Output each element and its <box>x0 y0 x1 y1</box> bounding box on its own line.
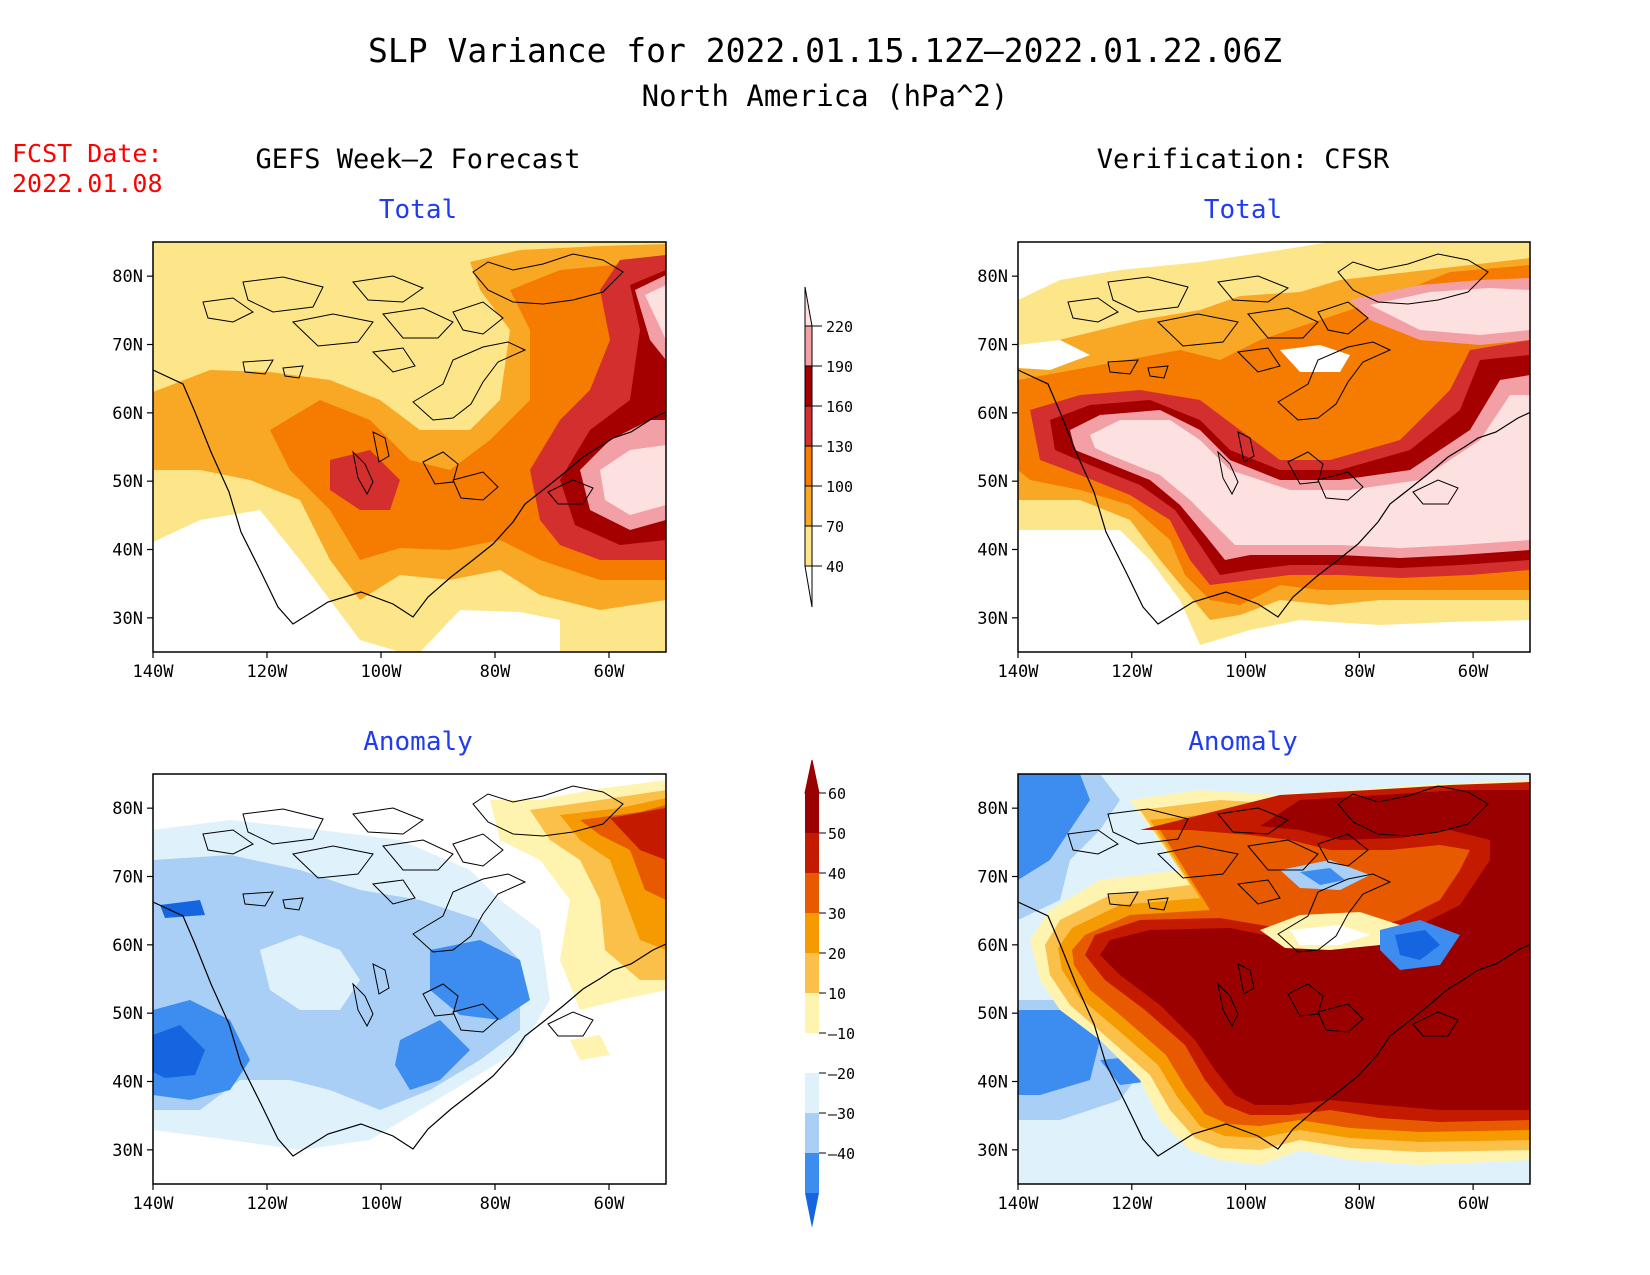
lat-tick-label: 30N <box>112 1141 143 1161</box>
lat-tick-label: 80N <box>977 267 1008 287</box>
total-colorbar-label: 100 <box>826 478 853 496</box>
fcst-label: FCST Date: <box>12 139 163 168</box>
lon-tick-label: 100W <box>361 1194 403 1214</box>
lat-tick-label: 30N <box>977 1141 1008 1161</box>
total-colorbar-label: 70 <box>826 518 844 536</box>
figure-subtitle: North America (hPa^2) <box>642 79 1009 113</box>
map-gefs-anomaly: 80N 70N 60N 50N 40N 30N 140W 120W 100W 80W 60W <box>112 773 667 1214</box>
lon-tick-label: 80W <box>480 662 511 682</box>
lat-tick-label: 70N <box>977 336 1008 356</box>
anomaly-colorbar-label: 40 <box>828 865 846 883</box>
lat-tick-label: 30N <box>112 609 143 629</box>
map-cfsr-total: 80N 70N 60N 50N 40N 30N 140W 120W 100W 80W 60W <box>977 241 1531 682</box>
anomaly-colorbar-label: —10 <box>828 1025 855 1043</box>
lat-tick-label: 70N <box>112 868 143 888</box>
lon-tick-label: 120W <box>247 662 289 682</box>
anomaly-colorbar-label: 60 <box>828 785 846 803</box>
lon-tick-label: 100W <box>1225 1194 1267 1214</box>
lat-tick-label: 60N <box>977 404 1008 424</box>
column-title-left: GEFS Week—2 Forecast <box>255 144 580 175</box>
total-colorbar-label: 160 <box>826 398 853 416</box>
lat-tick-label: 70N <box>112 336 143 356</box>
lat-tick-label: 60N <box>112 404 143 424</box>
panel-title-anomaly-left: Anomaly <box>363 727 473 757</box>
panel-title-total-left: Total <box>379 195 457 225</box>
anomaly-colorbar-label: 30 <box>828 905 846 923</box>
map-gefs-total: 80N 70N 60N 50N 40N 30N 140W 120W 100W 80W 60W <box>112 241 667 682</box>
lon-tick-label: 80W <box>1344 1194 1375 1214</box>
lat-tick-label: 40N <box>977 1073 1008 1093</box>
lon-tick-label: 140W <box>998 662 1040 682</box>
lat-tick-label: 60N <box>112 936 143 956</box>
anomaly-colorbar: 60 50 40 30 20 10 —10 —20 —30 –40 <box>804 759 855 1228</box>
lon-tick-label: 80W <box>480 1194 511 1214</box>
lon-tick-label: 140W <box>133 1194 175 1214</box>
lat-tick-label: 80N <box>112 267 143 287</box>
column-title-right: Verification: CFSR <box>1097 144 1390 175</box>
lat-tick-label: 50N <box>112 472 143 492</box>
lon-tick-label: 80W <box>1344 662 1375 682</box>
total-colorbar-label: 190 <box>826 358 853 376</box>
lon-tick-label: 120W <box>1111 1194 1153 1214</box>
total-colorbar-label: 130 <box>826 438 853 456</box>
lat-tick-label: 60N <box>977 936 1008 956</box>
anomaly-colorbar-label: 20 <box>828 945 846 963</box>
lon-tick-label: 140W <box>133 662 175 682</box>
lat-tick-label: 40N <box>112 1073 143 1093</box>
lon-tick-label: 140W <box>998 1194 1040 1214</box>
figure-title: SLP Variance for 2022.01.15.12Z—2022.01.… <box>368 31 1282 70</box>
lon-tick-label: 100W <box>1225 662 1267 682</box>
fcst-date: 2022.01.08 <box>12 169 163 198</box>
lat-tick-label: 50N <box>977 1004 1008 1024</box>
total-colorbar-label: 40 <box>826 558 844 576</box>
lat-tick-label: 40N <box>977 541 1008 561</box>
anomaly-colorbar-label: –40 <box>828 1145 855 1163</box>
lon-tick-label: 100W <box>361 662 403 682</box>
lon-tick-label: 120W <box>247 1194 289 1214</box>
lon-tick-label: 60W <box>1458 1194 1489 1214</box>
anomaly-colorbar-label: 10 <box>828 985 846 1003</box>
total-colorbar: 220 190 160 130 100 70 40 <box>804 286 853 608</box>
lon-tick-label: 60W <box>1458 662 1489 682</box>
panel-title-total-right: Total <box>1204 195 1282 225</box>
map-cfsr-anomaly: 80N 70N 60N 50N 40N 30N 140W 120W 100W 80W 60W <box>977 773 1531 1214</box>
lat-tick-label: 80N <box>977 799 1008 819</box>
anomaly-colorbar-label: 50 <box>828 825 846 843</box>
lat-tick-label: 50N <box>977 472 1008 492</box>
lon-tick-label: 60W <box>594 1194 625 1214</box>
lat-tick-label: 50N <box>112 1004 143 1024</box>
anomaly-colorbar-label: —20 <box>828 1065 855 1083</box>
lat-tick-label: 80N <box>112 799 143 819</box>
lat-tick-label: 40N <box>112 541 143 561</box>
panel-title-anomaly-right: Anomaly <box>1188 727 1298 757</box>
lat-tick-label: 70N <box>977 868 1008 888</box>
anomaly-colorbar-label: —30 <box>828 1105 855 1123</box>
lat-tick-label: 30N <box>977 609 1008 629</box>
lon-tick-label: 60W <box>594 662 625 682</box>
total-colorbar-label: 220 <box>826 318 853 336</box>
lon-tick-label: 120W <box>1111 662 1153 682</box>
